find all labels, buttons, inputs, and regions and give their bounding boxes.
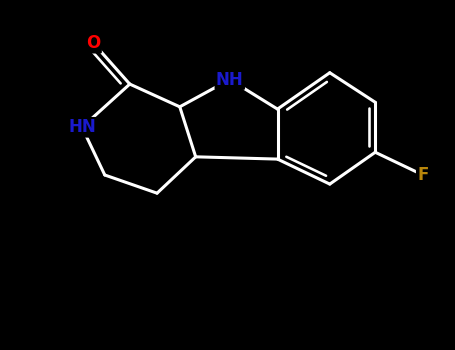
Text: NH: NH xyxy=(216,71,243,89)
Text: HN: HN xyxy=(68,118,96,136)
Text: F: F xyxy=(417,166,429,184)
Text: O: O xyxy=(86,34,101,52)
